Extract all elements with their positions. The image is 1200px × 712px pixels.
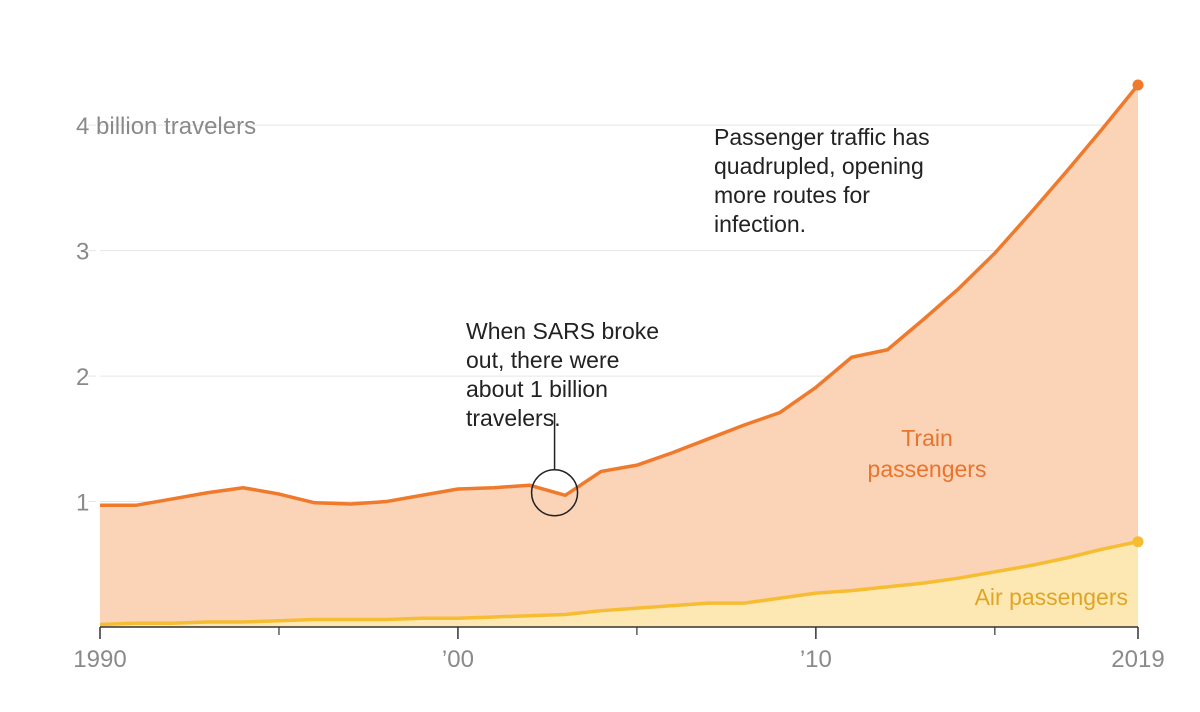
series-areas xyxy=(100,85,1138,627)
x-tick-label-2019: 2019 xyxy=(1111,646,1164,673)
x-tick-label-1990: 1990 xyxy=(73,646,126,673)
air-passengers-endpoint xyxy=(1132,536,1144,548)
quadrupled-note-line-3: more routes for xyxy=(714,182,870,208)
sars-note-line-4: travelers. xyxy=(466,405,561,431)
sars-note-line-3: about 1 billion xyxy=(466,376,608,402)
sars-note-line-1: When SARS broke xyxy=(466,318,659,344)
series-labels: Train passengers Air passengers xyxy=(868,425,1128,610)
train-series-label-line-2: passengers xyxy=(868,456,987,482)
y-tick-label-4: 4 billion travelers xyxy=(76,113,256,140)
x-tick-label-2000: ’00 xyxy=(442,646,474,673)
train-passengers-area xyxy=(100,85,1138,627)
y-axis-labels: 1 2 3 4 billion travelers xyxy=(76,113,256,516)
quadrupled-note-line-1: Passenger traffic has xyxy=(714,124,930,150)
air-passengers-line xyxy=(99,539,1139,627)
air-series-label-line-1: Air passengers xyxy=(975,584,1128,610)
train-passengers-line xyxy=(100,83,1140,508)
sars-note-line-2: out, there were xyxy=(466,347,619,373)
quadrupled-note-line-4: infection. xyxy=(714,211,806,237)
annotations: When SARS broke out, there were about 1 bi… xyxy=(466,124,930,517)
train-passengers-endpoint xyxy=(1132,79,1144,91)
y-tick-label-3: 3 xyxy=(76,239,89,266)
series-lines xyxy=(99,79,1144,627)
x-tick-label-2010: ’10 xyxy=(800,646,832,673)
quadrupled-note-line-2: quadrupled, opening xyxy=(714,153,924,179)
y-tick-label-1: 1 xyxy=(76,490,89,517)
train-series-label-line-1: Train xyxy=(901,425,953,451)
y-tick-label-2: 2 xyxy=(76,364,89,391)
air-passengers-area xyxy=(100,541,1138,627)
x-axis-labels: 1990 ’00 ’10 2019 xyxy=(73,627,1165,673)
